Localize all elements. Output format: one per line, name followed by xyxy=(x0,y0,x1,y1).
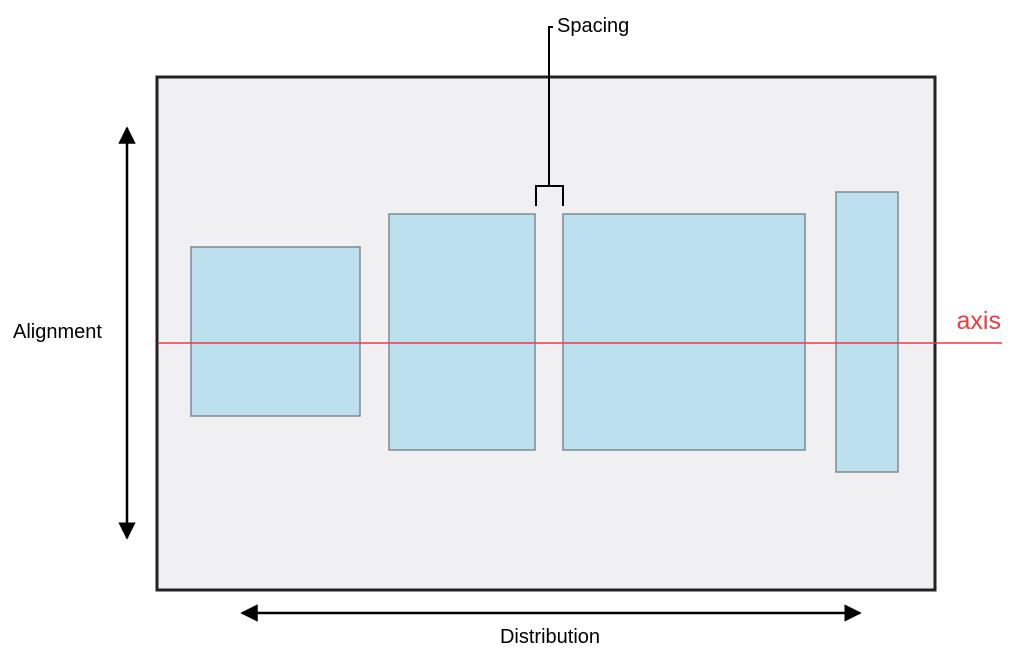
arranged-view-1 xyxy=(190,246,361,417)
arranged-view-2 xyxy=(388,213,536,451)
alignment-label: Alignment xyxy=(13,321,102,343)
axis-label: axis xyxy=(957,307,1001,335)
arranged-view-3 xyxy=(562,213,806,451)
spacing-leader-line xyxy=(548,26,553,186)
spacing-label: Spacing xyxy=(557,15,629,37)
distribution-label: Distribution xyxy=(500,626,600,648)
arranged-view-4 xyxy=(835,191,899,473)
